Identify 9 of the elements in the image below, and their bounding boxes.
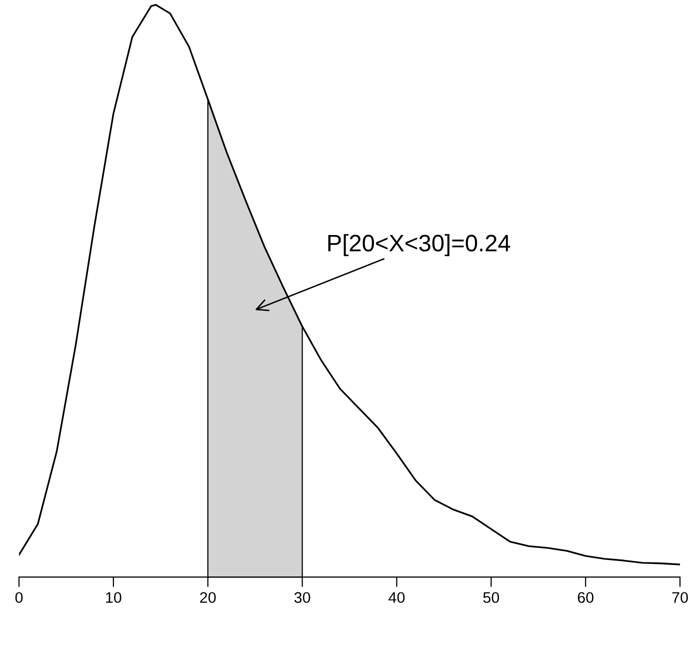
x-tick-label: 50	[483, 592, 500, 603]
x-tick-label: 0	[15, 592, 23, 603]
x-tick-label: 10	[106, 592, 122, 603]
x-tick-label: 40	[388, 592, 405, 603]
x-tick-label: 20	[200, 592, 216, 603]
x-tick-label: 70	[672, 592, 688, 603]
annotation: P[20<X<30]=0.24	[328, 234, 510, 256]
x-tick-label: 30	[294, 592, 310, 603]
x-tick-label: 60	[578, 592, 594, 603]
